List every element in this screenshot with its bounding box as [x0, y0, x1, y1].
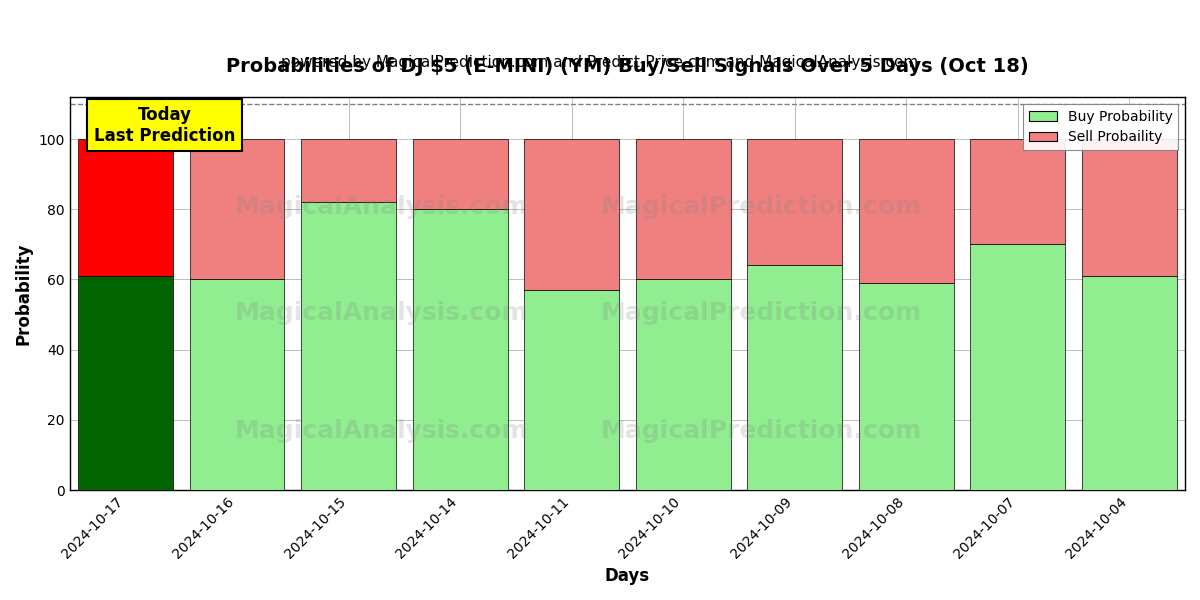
Bar [636, 139, 731, 280]
Text: Today
Last Prediction: Today Last Prediction [94, 106, 235, 145]
Bar [859, 139, 954, 283]
Bar [413, 139, 508, 209]
Bar [524, 139, 619, 290]
Text: MagicalAnalysis.com: MagicalAnalysis.com [235, 419, 529, 443]
Bar [301, 202, 396, 490]
Bar [1082, 139, 1177, 276]
X-axis label: Days: Days [605, 567, 650, 585]
Text: powered by MagicalPrediction.com and Predict-Price.com and MagicalAnalysis.com: powered by MagicalPrediction.com and Pre… [281, 55, 919, 70]
Bar [859, 283, 954, 490]
Bar [190, 280, 284, 490]
Title: Probabilities of DJ $5 (E-MINI) (YM) Buy/Sell Signals Over 5 Days (Oct 18): Probabilities of DJ $5 (E-MINI) (YM) Buy… [226, 57, 1028, 76]
Bar [1082, 276, 1177, 490]
Text: MagicalAnalysis.com: MagicalAnalysis.com [235, 301, 529, 325]
Bar [748, 139, 842, 265]
Bar [78, 139, 173, 276]
Bar [524, 290, 619, 490]
Bar [413, 209, 508, 490]
Bar [301, 139, 396, 202]
Text: MagicalAnalysis.com: MagicalAnalysis.com [235, 195, 529, 219]
Bar [971, 139, 1066, 244]
Legend: Buy Probability, Sell Probaility: Buy Probability, Sell Probaility [1024, 104, 1178, 150]
Bar [636, 280, 731, 490]
Bar [190, 139, 284, 280]
Y-axis label: Probability: Probability [14, 242, 34, 345]
Text: MagicalPrediction.com: MagicalPrediction.com [600, 195, 922, 219]
Text: MagicalPrediction.com: MagicalPrediction.com [600, 419, 922, 443]
Bar [748, 265, 842, 490]
Text: MagicalPrediction.com: MagicalPrediction.com [600, 301, 922, 325]
Bar [78, 276, 173, 490]
Bar [971, 244, 1066, 490]
